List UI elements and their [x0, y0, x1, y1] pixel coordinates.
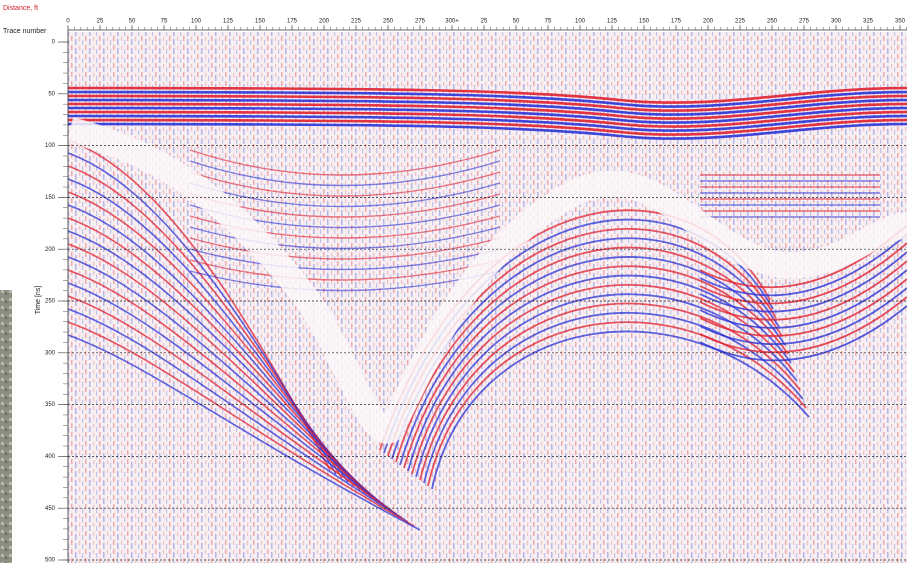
- y-tick-label: 100: [45, 143, 56, 149]
- x-tick-label: 125: [607, 19, 618, 25]
- y-tick-label: 300: [45, 350, 56, 356]
- y-tick-label: 500: [45, 558, 56, 563]
- x-tick-label: 150: [639, 19, 650, 25]
- y-tick-label: 450: [45, 506, 56, 512]
- x-tick-label: 200: [319, 19, 330, 25]
- y-tick-label: 150: [45, 195, 56, 201]
- x-tick-label: 150: [255, 19, 266, 25]
- x-tick-label: 325: [863, 19, 874, 25]
- x-tick-label: 250: [383, 19, 394, 25]
- x-tick-label: 275: [415, 19, 426, 25]
- x-tick-label: 50: [129, 19, 136, 25]
- screenshot: Distance, ft Trace number Time [ns] 0 25 5…: [0, 0, 907, 563]
- x-tick-label: 100: [575, 19, 586, 25]
- x-tick-label: 175: [671, 19, 682, 25]
- y-tick-label: 400: [45, 454, 56, 460]
- x-tick-label: 250: [767, 19, 778, 25]
- background-photo: [0, 290, 12, 563]
- x-tick-label: 275: [799, 19, 810, 25]
- trace-label: Trace number: [3, 28, 47, 35]
- x-tick-label: 350: [895, 19, 906, 25]
- y-tick-label: 50: [48, 91, 55, 97]
- x-tick-label: 300+: [445, 19, 459, 25]
- x-tick-label: 75: [545, 19, 552, 25]
- x-tick-label: 175: [287, 19, 298, 25]
- x-tick-label: 300: [831, 19, 842, 25]
- x-tick-label: 25: [481, 19, 488, 25]
- x-tick-label: 0: [66, 19, 70, 25]
- y-tick-label: 250: [45, 299, 56, 305]
- distance-label: Distance, ft: [3, 5, 38, 12]
- y-tick-label: 200: [45, 247, 56, 253]
- x-tick-label: 200: [703, 19, 714, 25]
- x-tick-label: 100: [191, 19, 202, 25]
- y-axis-label: Time [ns]: [35, 286, 42, 315]
- x-tick-label: 25: [97, 19, 104, 25]
- x-tick-label: 50: [513, 19, 520, 25]
- x-tick-label: 225: [351, 19, 362, 25]
- x-tick-label: 75: [161, 19, 168, 25]
- x-tick-label: 225: [735, 19, 746, 25]
- y-tick-label: 350: [45, 402, 56, 408]
- x-tick-label: 125: [223, 19, 234, 25]
